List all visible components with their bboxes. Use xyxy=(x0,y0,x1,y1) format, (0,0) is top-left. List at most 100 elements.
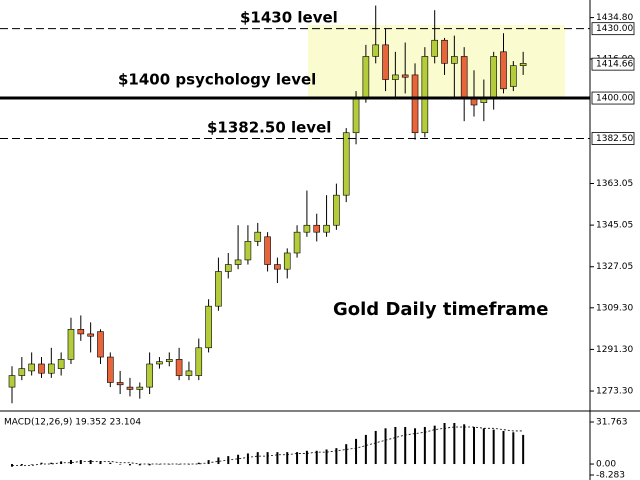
candle-body xyxy=(500,51,507,90)
candle-body xyxy=(342,132,350,196)
histogram-bar xyxy=(374,430,377,465)
level-label: 1382.50 xyxy=(596,134,633,144)
candle-body xyxy=(18,368,26,376)
candle-body xyxy=(490,56,497,99)
y-tick-label: 31.763 xyxy=(596,417,628,427)
candle-body xyxy=(313,224,321,233)
histogram-bar xyxy=(256,452,259,465)
candle-body xyxy=(431,39,438,57)
candle-body xyxy=(234,259,242,265)
histogram-bar xyxy=(345,444,348,465)
candle-body xyxy=(510,65,517,87)
level-label-box xyxy=(591,132,635,145)
candle-body xyxy=(57,359,65,369)
candle-body xyxy=(264,236,271,265)
histogram-bar xyxy=(305,450,308,465)
annotation: Gold Daily timeframe xyxy=(333,299,548,320)
histogram-bar xyxy=(355,438,358,465)
histogram-bar xyxy=(276,452,279,465)
histogram-bar xyxy=(404,426,407,465)
candle-body xyxy=(224,264,232,272)
annotation: $1400 psychology level xyxy=(118,71,316,89)
histogram-bar xyxy=(384,428,387,465)
histogram-bar xyxy=(482,428,485,465)
y-tick-label: 1273.30 xyxy=(596,387,633,397)
candle-body xyxy=(38,363,45,374)
histogram-bar xyxy=(296,452,299,465)
candle-body xyxy=(67,328,75,360)
histogram-bar xyxy=(69,460,72,465)
histogram-bar xyxy=(335,448,338,465)
last-price-label: 1414.66 xyxy=(596,60,633,70)
histogram-bar xyxy=(138,464,141,466)
histogram-bar xyxy=(522,434,525,465)
histogram-bar xyxy=(119,464,122,465)
y-tick-label: 1363.05 xyxy=(596,179,633,189)
candle-body xyxy=(28,363,35,372)
histogram-bar xyxy=(492,429,495,465)
candle-body xyxy=(254,231,262,242)
candle-body xyxy=(421,56,429,134)
candle-body xyxy=(126,386,134,390)
candle-body xyxy=(362,56,370,99)
histogram-bar xyxy=(109,462,112,465)
candle-body xyxy=(401,74,409,78)
histogram-bar xyxy=(148,464,151,466)
histogram-bar xyxy=(286,452,289,465)
candle-body xyxy=(205,305,212,349)
histogram-bar xyxy=(158,464,161,465)
histogram-bar xyxy=(473,426,476,465)
candle-body xyxy=(303,224,311,233)
candle-body xyxy=(244,241,252,261)
level-label-box xyxy=(591,22,635,36)
histogram-bar xyxy=(237,454,240,465)
histogram-bar xyxy=(443,423,446,465)
histogram-bar xyxy=(99,461,102,465)
candle-body xyxy=(116,382,124,386)
annotation: $1430 level xyxy=(240,9,338,27)
candle-body xyxy=(333,194,340,226)
candle-body xyxy=(185,370,193,376)
histogram-bar xyxy=(315,450,318,465)
candle-body xyxy=(77,328,85,335)
histogram-bar xyxy=(266,452,269,465)
histogram-bar xyxy=(502,430,505,465)
histogram-bar xyxy=(217,457,220,465)
candle-body xyxy=(392,74,399,80)
candle-body xyxy=(136,386,144,390)
y-tick-label: 1309.30 xyxy=(596,303,633,313)
candle-body xyxy=(146,363,153,388)
histogram-bar xyxy=(463,424,466,465)
candle-body xyxy=(372,44,380,57)
candle-body xyxy=(352,97,360,134)
candle-body xyxy=(215,271,222,307)
candle-body xyxy=(382,44,389,80)
level-label-box xyxy=(591,91,635,105)
candle-body xyxy=(48,363,55,374)
annotation: $1382.50 level xyxy=(207,119,331,137)
candle-body xyxy=(519,63,527,66)
level-label: 1430.00 xyxy=(596,24,633,34)
histogram-bar xyxy=(40,462,43,465)
candle-body xyxy=(323,224,330,233)
histogram-bar xyxy=(364,434,367,465)
histogram-bar xyxy=(453,423,456,465)
histogram-bar xyxy=(89,460,92,465)
y-tick-label: 1327.05 xyxy=(596,262,633,272)
histogram-bar xyxy=(207,460,210,465)
candle-body xyxy=(97,331,104,358)
y-tick-label: 1291.30 xyxy=(596,345,633,355)
signal-line xyxy=(12,426,524,466)
candle-body xyxy=(283,252,291,270)
candle-body xyxy=(274,264,281,270)
histogram-bar xyxy=(20,464,23,466)
histogram-bar xyxy=(512,432,515,465)
histogram-bar xyxy=(394,426,397,465)
candle-body xyxy=(441,39,448,64)
candle-body xyxy=(156,361,163,365)
candle-body xyxy=(175,359,183,376)
candle-body xyxy=(451,56,458,64)
histogram-bar xyxy=(79,460,82,465)
level-label: 1400.00 xyxy=(596,94,633,104)
